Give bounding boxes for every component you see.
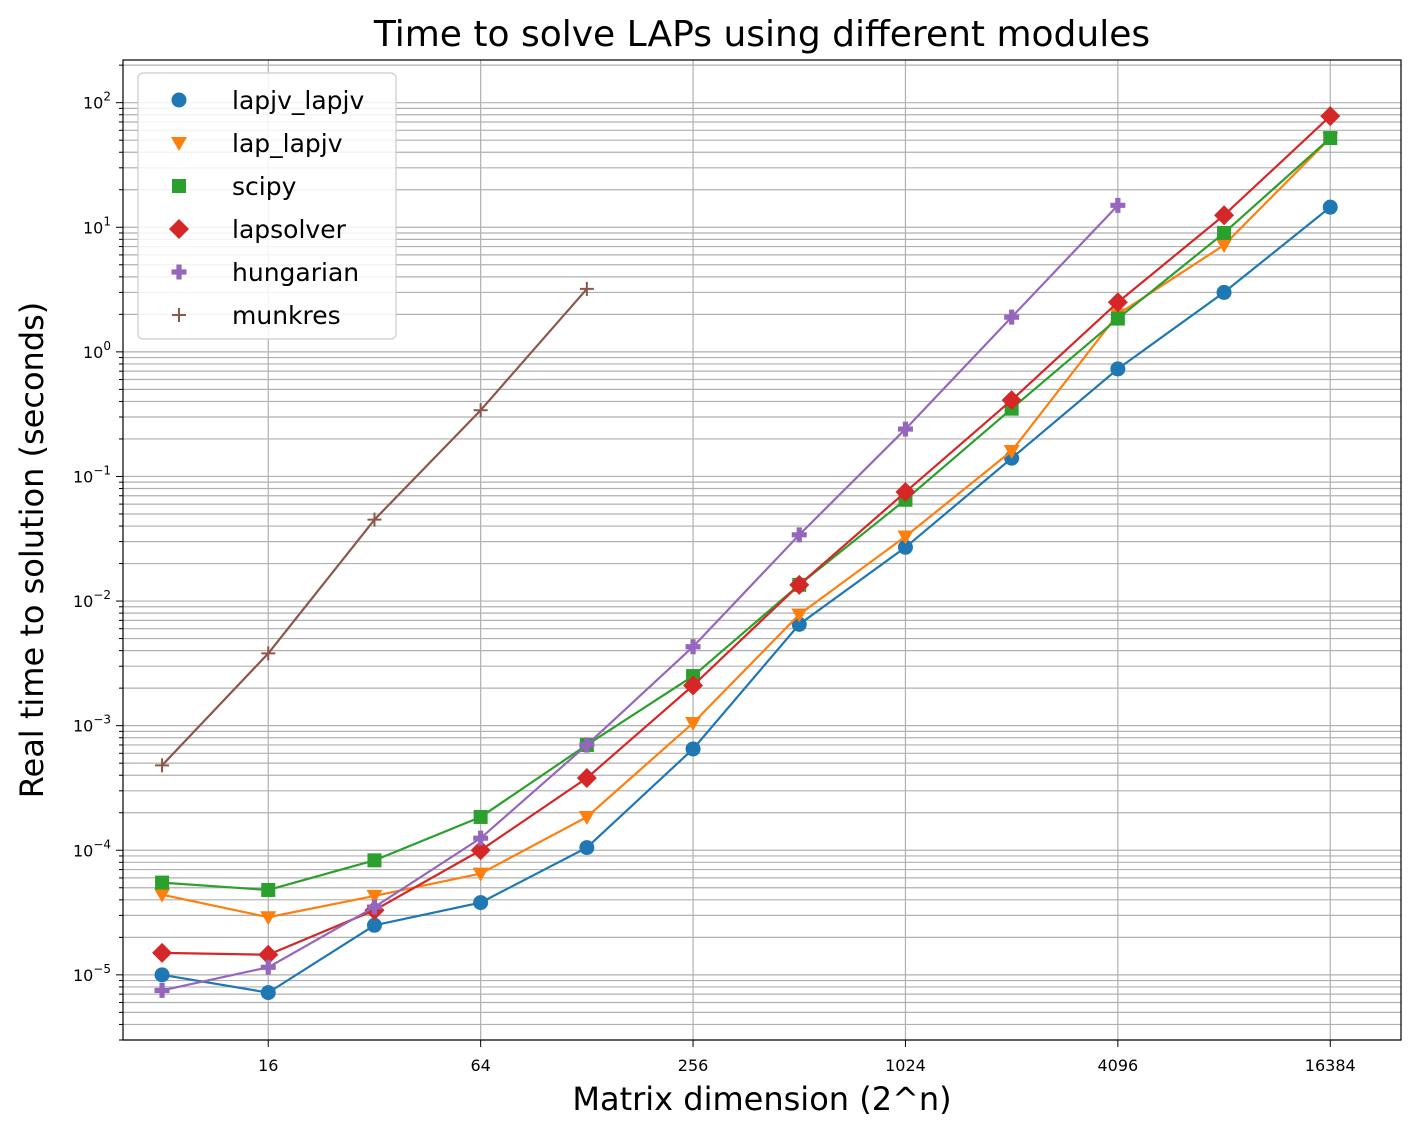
data-point-lapsolver	[683, 675, 704, 696]
x-tick-label: 64	[470, 1056, 490, 1075]
data-point-hungarian	[366, 899, 382, 915]
data-point-lap_lapjv	[366, 889, 383, 904]
data-point-lap_lapjv	[154, 888, 171, 903]
data-point-lap_lapjv	[578, 810, 595, 825]
data-point-lapsolver	[576, 768, 597, 789]
y-tick-label: 102	[83, 90, 111, 113]
data-point-lapsolver	[1214, 205, 1235, 226]
data-point-munkres	[473, 403, 488, 418]
plot-frame	[122, 59, 1402, 1041]
x-tick-label: 1024	[885, 1056, 926, 1075]
data-point-lapsolver	[1320, 106, 1341, 127]
data-point-lapjv_lapjv	[1216, 284, 1232, 300]
legend-label: scipy	[232, 172, 297, 201]
data-point-hungarian	[1110, 197, 1126, 213]
legend-label: lapsolver	[232, 215, 347, 244]
y-tick-label: 10−2	[73, 588, 111, 611]
legend-box	[137, 72, 397, 340]
legend-marker-scipy	[172, 179, 186, 193]
data-point-lapsolver	[789, 574, 810, 595]
data-point-lapjv_lapjv	[897, 539, 913, 555]
data-point-lapjv_lapjv	[791, 616, 807, 632]
data-point-scipy	[1217, 225, 1232, 240]
legend-label: hungarian	[232, 258, 359, 287]
data-point-lapjv_lapjv	[154, 967, 170, 983]
series-layer	[152, 106, 1341, 1001]
data-point-hungarian	[685, 639, 701, 655]
data-point-munkres	[261, 646, 276, 661]
data-point-munkres	[367, 512, 382, 527]
data-point-lapsolver	[470, 840, 491, 861]
x-axis-label: Matrix dimension (2^n)	[572, 1080, 951, 1118]
data-point-lapsolver	[1107, 292, 1128, 313]
data-point-scipy	[1323, 131, 1338, 146]
y-tick-label: 101	[83, 214, 111, 237]
data-point-lapsolver	[1001, 390, 1022, 411]
x-tick-label: 4096	[1097, 1056, 1138, 1075]
data-point-lapjv_lapjv	[366, 917, 382, 933]
data-point-lapjv_lapjv	[1322, 199, 1338, 215]
series-line-lap_lapjv	[161, 137, 1332, 919]
data-point-lap_lapjv	[1216, 239, 1233, 254]
data-point-lapjv_lapjv	[579, 840, 595, 856]
data-point-lapjv_lapjv	[685, 741, 701, 757]
y-tick-label: 10−5	[73, 962, 111, 985]
data-point-scipy	[367, 853, 382, 868]
data-point-lapjv_lapjv	[473, 895, 489, 911]
data-point-munkres	[579, 281, 594, 296]
x-tick-label: 256	[678, 1056, 709, 1075]
data-point-scipy	[473, 809, 488, 824]
y-tick-label: 100	[83, 339, 111, 362]
x-tick-label: 16	[258, 1056, 278, 1075]
legend-marker-lap_lapjv	[171, 137, 187, 151]
data-point-lapsolver	[895, 482, 916, 503]
data-point-lapjv_lapjv	[1110, 361, 1126, 377]
legend-marker-munkres	[172, 308, 186, 322]
series-line-scipy	[161, 137, 1331, 892]
data-point-hungarian	[1004, 309, 1020, 325]
legend-marker-lapjv_lapjv	[171, 92, 187, 108]
data-point-munkres	[155, 758, 170, 773]
data-point-lap_lapjv	[791, 608, 808, 623]
data-point-lap_lapjv	[472, 867, 489, 882]
chart-title: Time to solve LAPs using different modul…	[373, 14, 1150, 55]
legend-label: lap_lapjv	[232, 129, 343, 158]
x-tick-label: 16384	[1305, 1056, 1356, 1075]
y-axis-label: Real time to solution (seconds)	[13, 302, 51, 799]
data-point-hungarian	[791, 527, 807, 543]
series-line-lapjv_lapjv	[161, 206, 1331, 994]
data-point-lap_lapjv	[897, 530, 914, 545]
data-point-hungarian	[154, 982, 170, 998]
series-lapjv_lapjv	[154, 199, 1338, 1001]
axes: 16 64 256 1024 4096 16384 10−5 10−4 10−3 10−2 10−1…	[73, 64, 1356, 1075]
data-point-hungarian	[260, 959, 276, 975]
y-tick-label: 10−4	[73, 837, 111, 860]
data-point-lap_lapjv	[685, 717, 702, 732]
series-munkres	[155, 281, 594, 773]
legend-marker-lapsolver	[169, 219, 189, 239]
data-point-scipy	[155, 875, 170, 890]
data-point-hungarian	[473, 830, 489, 846]
data-point-hungarian	[579, 737, 595, 753]
legend-label: lapjv_lapjv	[232, 86, 364, 115]
data-point-lapsolver	[258, 944, 279, 965]
y-tick-label: 10−1	[73, 463, 111, 486]
data-point-hungarian	[897, 421, 913, 437]
data-point-scipy	[1110, 311, 1125, 326]
data-point-lapjv_lapjv	[260, 985, 276, 1001]
data-point-scipy	[261, 882, 276, 897]
series-line-munkres	[161, 288, 588, 767]
series-hungarian	[154, 197, 1126, 998]
legend-label: munkres	[232, 301, 341, 330]
legend-marker-hungarian	[171, 264, 187, 280]
series-line-hungarian	[161, 204, 1119, 992]
y-tick-label: 10−3	[73, 713, 111, 736]
data-point-lap_lapjv	[260, 911, 277, 926]
data-point-lap_lapjv	[1003, 445, 1020, 460]
data-point-lapsolver	[152, 942, 173, 963]
